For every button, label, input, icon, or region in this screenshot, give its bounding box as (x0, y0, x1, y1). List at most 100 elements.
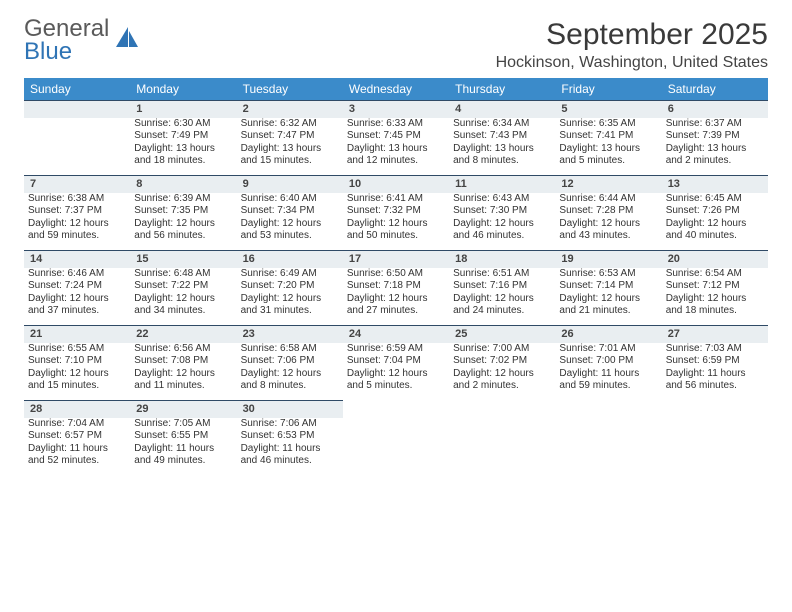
info-row: Sunrise: 6:46 AMSunset: 7:24 PMDaylight:… (24, 268, 768, 326)
day-number: 16 (237, 251, 343, 268)
day-number: 11 (449, 176, 555, 193)
day-number: 2 (237, 101, 343, 118)
sunset-line: Sunset: 7:35 PM (134, 205, 232, 218)
day-number: 10 (343, 176, 449, 193)
day-number: 28 (24, 401, 130, 418)
day-number: 15 (130, 251, 236, 268)
info-row: Sunrise: 7:04 AMSunset: 6:57 PMDaylight:… (24, 418, 768, 476)
daylight-line: Daylight: 13 hours and 12 minutes. (347, 143, 445, 168)
daylight-line: Daylight: 12 hours and 2 minutes. (453, 368, 551, 393)
daylight-line: Daylight: 12 hours and 15 minutes. (28, 368, 126, 393)
day-number (343, 401, 449, 418)
daylight-line: Daylight: 12 hours and 50 minutes. (347, 218, 445, 243)
daynum-row: 78910111213 (24, 176, 768, 193)
day-cell: Sunrise: 6:30 AMSunset: 7:49 PMDaylight:… (130, 118, 236, 176)
day-cell: Sunrise: 6:51 AMSunset: 7:16 PMDaylight:… (449, 268, 555, 326)
daylight-line: Daylight: 12 hours and 18 minutes. (666, 293, 764, 318)
sunset-line: Sunset: 7:16 PM (453, 280, 551, 293)
daylight-line: Daylight: 12 hours and 31 minutes. (241, 293, 339, 318)
day-cell: Sunrise: 6:49 AMSunset: 7:20 PMDaylight:… (237, 268, 343, 326)
daylight-line: Daylight: 11 hours and 52 minutes. (28, 443, 126, 468)
daylight-line: Daylight: 13 hours and 15 minutes. (241, 143, 339, 168)
brand-logo: General Blue (24, 18, 140, 64)
sunset-line: Sunset: 7:32 PM (347, 205, 445, 218)
day-number: 19 (555, 251, 661, 268)
day-number: 27 (662, 326, 768, 343)
daylight-line: Daylight: 12 hours and 43 minutes. (559, 218, 657, 243)
sunrise-line: Sunrise: 6:41 AM (347, 193, 445, 206)
day-number: 26 (555, 326, 661, 343)
sunset-line: Sunset: 7:22 PM (134, 280, 232, 293)
daynum-row: 21222324252627 (24, 326, 768, 343)
daylight-line: Daylight: 11 hours and 49 minutes. (134, 443, 232, 468)
day-cell: Sunrise: 7:04 AMSunset: 6:57 PMDaylight:… (24, 418, 130, 476)
daylight-line: Daylight: 12 hours and 59 minutes. (28, 218, 126, 243)
daylight-line: Daylight: 13 hours and 18 minutes. (134, 143, 232, 168)
weekday-header: Thursday (449, 78, 555, 101)
sail-icon (114, 25, 140, 56)
day-number: 3 (343, 101, 449, 118)
day-number: 29 (130, 401, 236, 418)
sunset-line: Sunset: 7:00 PM (559, 355, 657, 368)
sunrise-line: Sunrise: 6:34 AM (453, 118, 551, 131)
daylight-line: Daylight: 12 hours and 37 minutes. (28, 293, 126, 318)
sunset-line: Sunset: 7:02 PM (453, 355, 551, 368)
day-cell: Sunrise: 6:43 AMSunset: 7:30 PMDaylight:… (449, 193, 555, 251)
daylight-line: Daylight: 12 hours and 46 minutes. (453, 218, 551, 243)
calendar-body: 123456Sunrise: 6:30 AMSunset: 7:49 PMDay… (24, 101, 768, 476)
calendar-table: SundayMondayTuesdayWednesdayThursdayFrid… (24, 78, 768, 476)
daylight-line: Daylight: 11 hours and 46 minutes. (241, 443, 339, 468)
daylight-line: Daylight: 11 hours and 56 minutes. (666, 368, 764, 393)
sunset-line: Sunset: 7:08 PM (134, 355, 232, 368)
sunset-line: Sunset: 7:34 PM (241, 205, 339, 218)
day-number: 1 (130, 101, 236, 118)
sunrise-line: Sunrise: 6:40 AM (241, 193, 339, 206)
info-row: Sunrise: 6:55 AMSunset: 7:10 PMDaylight:… (24, 343, 768, 401)
day-cell: Sunrise: 6:48 AMSunset: 7:22 PMDaylight:… (130, 268, 236, 326)
sunset-line: Sunset: 7:45 PM (347, 130, 445, 143)
sunrise-line: Sunrise: 6:32 AM (241, 118, 339, 131)
sunrise-line: Sunrise: 6:46 AM (28, 268, 126, 281)
day-number: 13 (662, 176, 768, 193)
sunset-line: Sunset: 7:37 PM (28, 205, 126, 218)
day-number (24, 101, 130, 118)
sunrise-line: Sunrise: 6:58 AM (241, 343, 339, 356)
sunrise-line: Sunrise: 6:49 AM (241, 268, 339, 281)
sunset-line: Sunset: 6:53 PM (241, 430, 339, 443)
daynum-row: 123456 (24, 101, 768, 118)
sunset-line: Sunset: 7:04 PM (347, 355, 445, 368)
day-number: 12 (555, 176, 661, 193)
day-cell (343, 418, 449, 476)
sunset-line: Sunset: 7:49 PM (134, 130, 232, 143)
day-cell: Sunrise: 6:45 AMSunset: 7:26 PMDaylight:… (662, 193, 768, 251)
day-cell: Sunrise: 6:50 AMSunset: 7:18 PMDaylight:… (343, 268, 449, 326)
sunrise-line: Sunrise: 6:54 AM (666, 268, 764, 281)
sunrise-line: Sunrise: 7:01 AM (559, 343, 657, 356)
sunrise-line: Sunrise: 7:05 AM (134, 418, 232, 431)
info-row: Sunrise: 6:30 AMSunset: 7:49 PMDaylight:… (24, 118, 768, 176)
sunset-line: Sunset: 7:24 PM (28, 280, 126, 293)
sunset-line: Sunset: 7:20 PM (241, 280, 339, 293)
sunrise-line: Sunrise: 6:45 AM (666, 193, 764, 206)
daylight-line: Daylight: 12 hours and 8 minutes. (241, 368, 339, 393)
daylight-line: Daylight: 13 hours and 8 minutes. (453, 143, 551, 168)
daylight-line: Daylight: 12 hours and 21 minutes. (559, 293, 657, 318)
sunset-line: Sunset: 7:12 PM (666, 280, 764, 293)
sunset-line: Sunset: 7:28 PM (559, 205, 657, 218)
day-number: 14 (24, 251, 130, 268)
title-block: September 2025 Hockinson, Washington, Un… (496, 18, 768, 72)
day-cell: Sunrise: 7:00 AMSunset: 7:02 PMDaylight:… (449, 343, 555, 401)
daylight-line: Daylight: 12 hours and 27 minutes. (347, 293, 445, 318)
sunset-line: Sunset: 7:39 PM (666, 130, 764, 143)
sunrise-line: Sunrise: 6:53 AM (559, 268, 657, 281)
day-cell: Sunrise: 6:53 AMSunset: 7:14 PMDaylight:… (555, 268, 661, 326)
day-cell: Sunrise: 6:38 AMSunset: 7:37 PMDaylight:… (24, 193, 130, 251)
brand-word-2: Blue (24, 41, 109, 64)
day-number: 30 (237, 401, 343, 418)
sunrise-line: Sunrise: 6:59 AM (347, 343, 445, 356)
daylight-line: Daylight: 12 hours and 56 minutes. (134, 218, 232, 243)
sunset-line: Sunset: 6:59 PM (666, 355, 764, 368)
day-cell: Sunrise: 6:59 AMSunset: 7:04 PMDaylight:… (343, 343, 449, 401)
day-number (662, 401, 768, 418)
sunrise-line: Sunrise: 6:51 AM (453, 268, 551, 281)
